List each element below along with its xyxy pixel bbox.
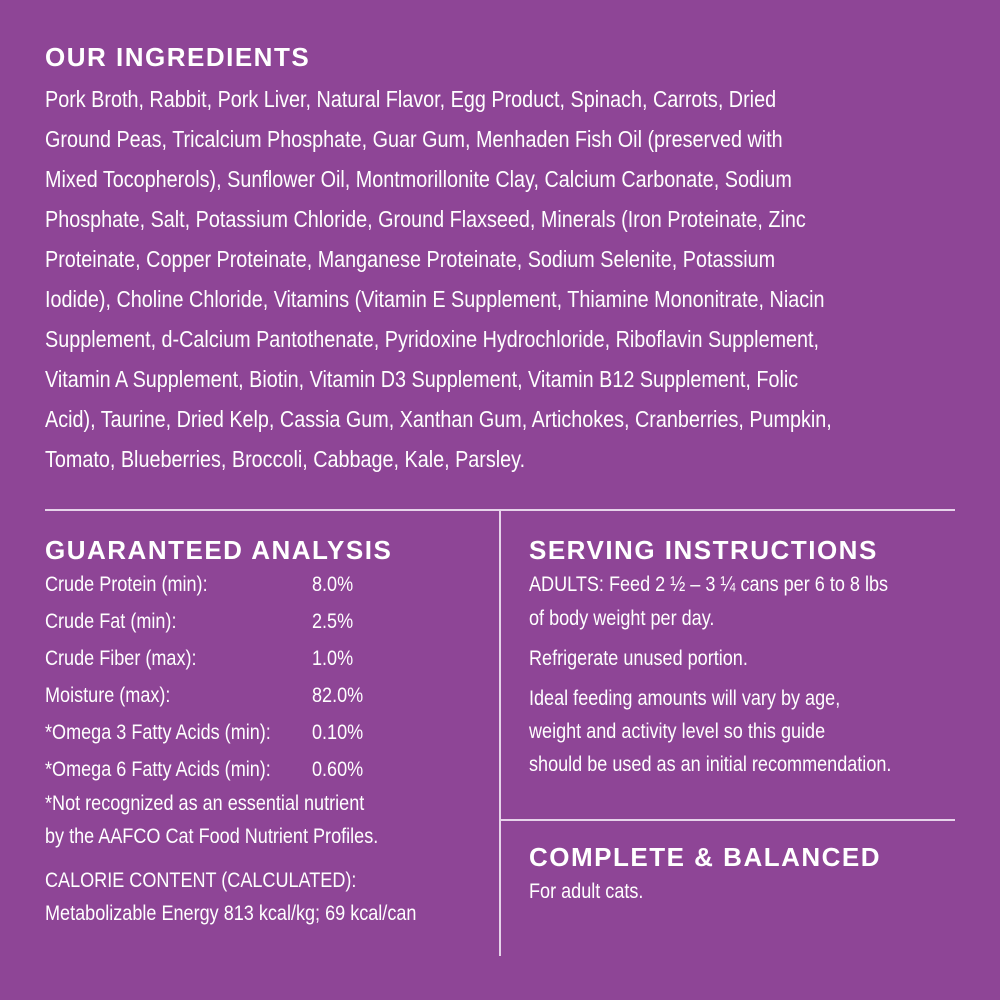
analysis-value: 0.10%	[312, 721, 364, 744]
serving-line: should be used as an initial recommendat…	[529, 753, 892, 776]
analysis-footnote: *Not recognized as an essential nutrient	[45, 792, 365, 815]
analysis-label: Moisture (max):	[45, 684, 171, 707]
analysis-label: Crude Fat (min):	[45, 610, 177, 633]
analysis-value: 0.60%	[312, 758, 364, 781]
ingredients-line: Pork Broth, Rabbit, Pork Liver, Natural …	[45, 86, 777, 112]
analysis-label: *Omega 3 Fatty Acids (min):	[45, 721, 271, 744]
ingredients-line: Ground Peas, Tricalcium Phosphate, Guar …	[45, 126, 783, 152]
serving-line: weight and activity level so this guide	[529, 720, 826, 743]
ingredients-line: Acid), Taurine, Dried Kelp, Cassia Gum, …	[45, 406, 832, 432]
ingredients-line: Supplement, d-Calcium Pantothenate, Pyri…	[45, 326, 820, 352]
ingredients-line: Tomato, Blueberries, Broccoli, Cabbage, …	[45, 446, 526, 472]
complete-text: For adult cats.	[529, 880, 644, 903]
ingredients-line: Mixed Tocopherols), Sunflower Oil, Montm…	[45, 166, 792, 192]
serving-title: SERVING INSTRUCTIONS	[529, 535, 878, 565]
serving-line: Ideal feeding amounts will vary by age,	[529, 687, 841, 710]
analysis-label: Crude Protein (min):	[45, 573, 208, 596]
serving-line: of body weight per day.	[529, 607, 715, 630]
analysis-value: 1.0%	[312, 647, 354, 670]
vertical-divider	[499, 510, 501, 956]
analysis-footnote: by the AAFCO Cat Food Nutrient Profiles.	[45, 825, 379, 848]
serving-line: Refrigerate unused portion.	[529, 647, 748, 670]
complete-title: COMPLETE & BALANCED	[529, 842, 882, 872]
analysis-value: 8.0%	[312, 573, 354, 596]
analysis-label: *Omega 6 Fatty Acids (min):	[45, 758, 271, 781]
ingredients-line: Phosphate, Salt, Potassium Chloride, Gro…	[45, 206, 806, 232]
ingredients-line: Iodide), Choline Chloride, Vitamins (Vit…	[45, 286, 825, 312]
right-divider	[500, 819, 955, 821]
analysis-label: Crude Fiber (max):	[45, 647, 197, 670]
calorie-heading: CALORIE CONTENT (CALCULATED):	[45, 869, 357, 892]
ingredients-title: OUR INGREDIENTS	[45, 42, 311, 72]
analysis-value: 2.5%	[312, 610, 354, 633]
ingredients-line: Proteinate, Copper Proteinate, Manganese…	[45, 246, 776, 272]
calorie-value: Metabolizable Energy 813 kcal/kg; 69 kca…	[45, 902, 417, 925]
ingredients-line: Vitamin A Supplement, Biotin, Vitamin D3…	[45, 366, 799, 392]
analysis-title: GUARANTEED ANALYSIS	[45, 535, 393, 565]
serving-line: ADULTS: Feed 2 ½ – 3 ¼ cans per 6 to 8 l…	[529, 573, 889, 596]
analysis-value: 82.0%	[312, 684, 364, 707]
